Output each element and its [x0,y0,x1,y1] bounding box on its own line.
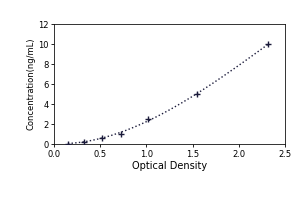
X-axis label: Optical Density: Optical Density [132,161,207,171]
Y-axis label: Concentration(ng/mL): Concentration(ng/mL) [26,38,35,130]
